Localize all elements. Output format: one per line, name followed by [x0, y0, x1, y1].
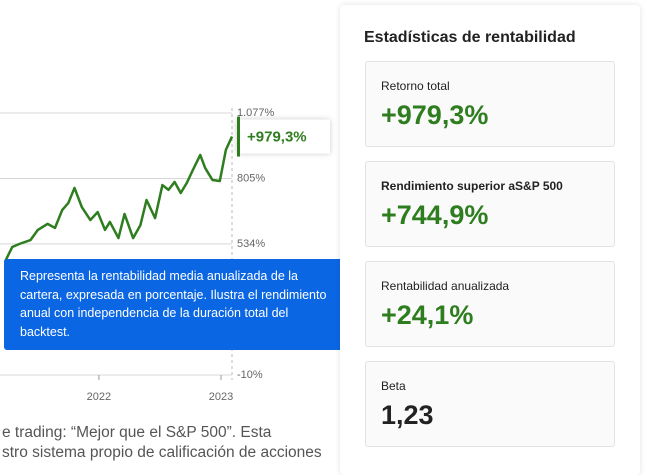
stat-card: Rentabilidad anualizada +24,1% [365, 261, 615, 347]
stat-card: Beta 1,23 [365, 361, 615, 447]
stat-label: Rentabilidad anualizada [381, 279, 510, 293]
stat-value: 1,23 [381, 400, 434, 430]
stat-card: Retorno total +979,3% [365, 61, 615, 147]
tooltip-line: backtest. [20, 324, 71, 339]
y-tick-label: 1.077% [237, 107, 275, 119]
value-label: +979,3% [247, 129, 307, 146]
stat-label: Beta [381, 379, 406, 393]
value-label-box [237, 119, 330, 154]
value-label-marker [237, 116, 240, 157]
stat-value: +744,9% [381, 200, 489, 230]
series-line [3, 136, 234, 263]
stats-panel: Estadísticas de rentabilidad Retorno tot… [340, 5, 640, 475]
chart: 1.077% 805% 534% -10% 2022 2023 +979,3% [0, 107, 330, 403]
stat-label: Rendimiento superior aS&P 500 [381, 179, 563, 193]
page: 1.077% 805% 534% -10% 2022 2023 +979,3% Repres… [0, 29, 615, 461]
body-line: e trading: “Mejor que el S&P 500”. Esta [2, 424, 272, 441]
stat-label: Retorno total [381, 79, 450, 93]
stat-value: +24,1% [381, 300, 474, 330]
stat-value: +979,3% [381, 100, 489, 130]
body-text: e trading: “Mejor que el S&P 500”. Esta s… [2, 423, 322, 463]
y-tick-label: 805% [237, 172, 265, 184]
x-tick-label: 2022 [87, 391, 111, 403]
tooltip: Representa la rentabilidad media anualiz… [4, 259, 362, 350]
body-line: stro sistema propio de calificación de a… [2, 444, 322, 461]
tooltip-line: cartera, expresada en porcentaje. Ilustr… [20, 287, 327, 302]
tooltip-line: Representa la rentabilidad media anualiz… [20, 269, 298, 283]
x-tick-label: 2023 [209, 391, 233, 403]
panel-title: Estadísticas de rentabilidad [364, 29, 576, 46]
y-tick-label: 534% [237, 238, 265, 250]
y-tick-label: -10% [237, 369, 263, 381]
stat-card: Rendimiento superior aS&P 500 +744,9% [365, 161, 615, 247]
tooltip-line: anual con independencia de la duración t… [20, 306, 289, 320]
